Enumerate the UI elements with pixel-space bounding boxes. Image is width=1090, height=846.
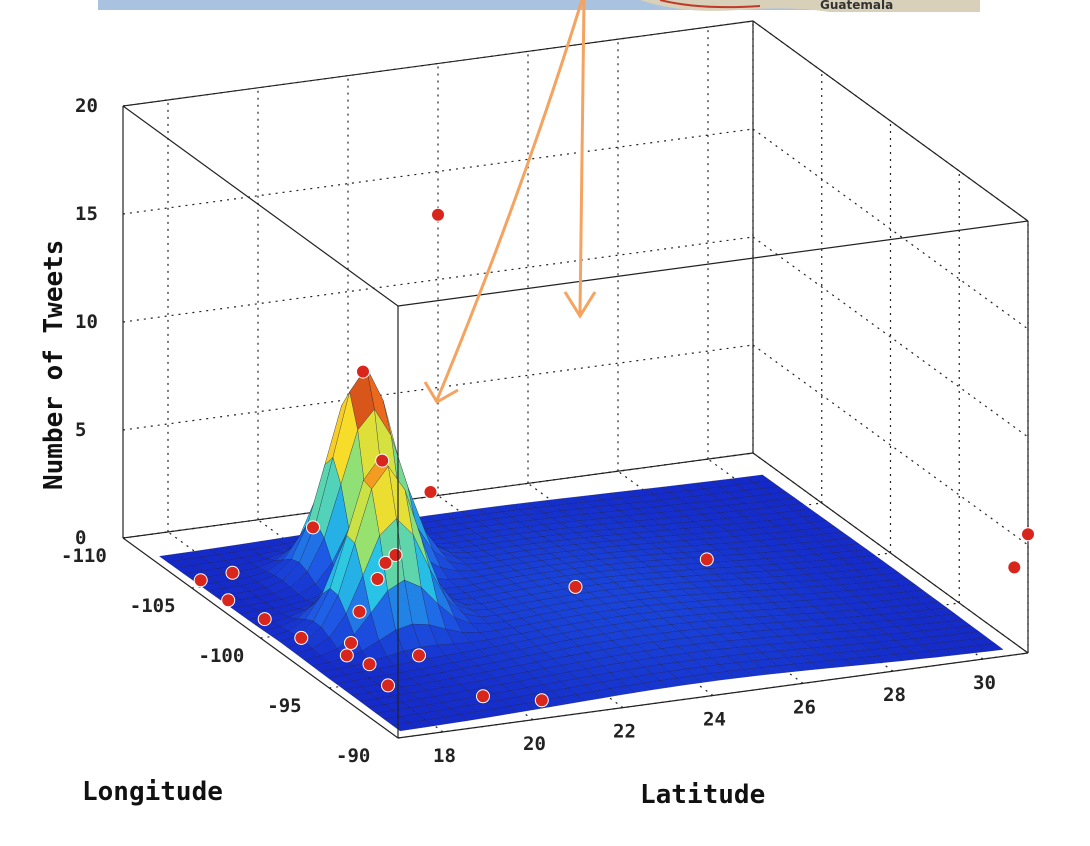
data-point [375, 453, 390, 468]
annotation-arrows [423, 0, 597, 405]
x-tick-label: -105 [130, 595, 176, 617]
data-point [381, 678, 395, 693]
surface-mesh [158, 366, 1004, 732]
data-point [388, 548, 403, 562]
data-point [412, 648, 426, 663]
grid-z-right-3 [752, 128, 1029, 330]
y-tick-label: 18 [433, 745, 456, 767]
grid-z-back-3 [122, 128, 754, 215]
data-point [344, 636, 358, 650]
box-edge-front-right-floor [397, 652, 1029, 739]
map-strip-band [98, 0, 980, 10]
data-point [1007, 560, 1022, 575]
data-point [568, 579, 583, 594]
data-point [362, 657, 377, 672]
map-label-guatemala: Guatemala [820, 0, 893, 12]
tick-labels: 0 5 10 15 20 -110 -105 -100 -95 -90 18 20 22 24 26 28 30 [61, 95, 996, 767]
box-edge-top-front [397, 220, 1029, 307]
data-point [423, 485, 438, 499]
arrow-head-left [423, 381, 459, 405]
grid-z-back-1 [122, 344, 754, 431]
arrow-head-right [563, 291, 597, 319]
data-point [534, 693, 549, 708]
data-point [378, 555, 393, 570]
grid-z-right-2 [752, 236, 1029, 438]
data-point [221, 593, 236, 608]
data-point [306, 520, 320, 535]
grid-z-back-4 [122, 20, 754, 107]
data-point [193, 573, 208, 588]
y-axis-label: Latitude [640, 780, 765, 810]
data-point [257, 612, 272, 627]
z-tick-label: 20 [75, 95, 98, 117]
map-strip: Guatemala [98, 0, 980, 12]
z-tick-label: 10 [75, 311, 98, 333]
arrow-line-right [578, 0, 586, 315]
y-tick-label: 24 [703, 709, 726, 731]
grid-z-right-4 [752, 20, 1029, 222]
y-tick-label: 26 [793, 696, 816, 718]
y-tick-label: 20 [523, 733, 546, 755]
y-tick-label: 22 [613, 721, 636, 743]
data-point [370, 572, 385, 586]
map-land-shape [640, 0, 980, 12]
y-tick-label: 30 [973, 672, 996, 694]
data-point [225, 565, 240, 580]
arrow-line-left [435, 0, 584, 401]
grid-z-back-2 [122, 236, 754, 323]
data-point [352, 604, 367, 619]
z-tick-label: 15 [75, 203, 98, 225]
x-tick-label: -110 [61, 545, 107, 567]
data-point [356, 364, 370, 379]
y-tick-label: 28 [883, 684, 906, 706]
x-tick-label: -90 [336, 745, 370, 767]
grid-z-right-1 [752, 344, 1029, 546]
axes-box-front [122, 306, 1029, 739]
grid-z-right-0 [752, 452, 1029, 654]
data-point [1021, 527, 1035, 542]
x-tick-label: -100 [199, 645, 245, 667]
box-edge-top-left [122, 105, 399, 307]
data-point [476, 689, 490, 704]
z-tick-label: 0 [75, 527, 86, 549]
data-point [699, 552, 714, 567]
map-border-line [659, 0, 761, 9]
data-point [294, 630, 309, 645]
box-edge-front-left-floor [122, 537, 399, 739]
data-points [193, 207, 1035, 708]
data-point [431, 207, 445, 222]
z-tick-label: 5 [75, 419, 86, 441]
x-tick-label: -95 [267, 695, 301, 717]
x-axis-label: Longitude [82, 777, 223, 807]
grid-lon-floor-0 [122, 452, 754, 539]
z-axis-label: Number of Tweets [39, 240, 69, 490]
data-point [339, 648, 354, 663]
